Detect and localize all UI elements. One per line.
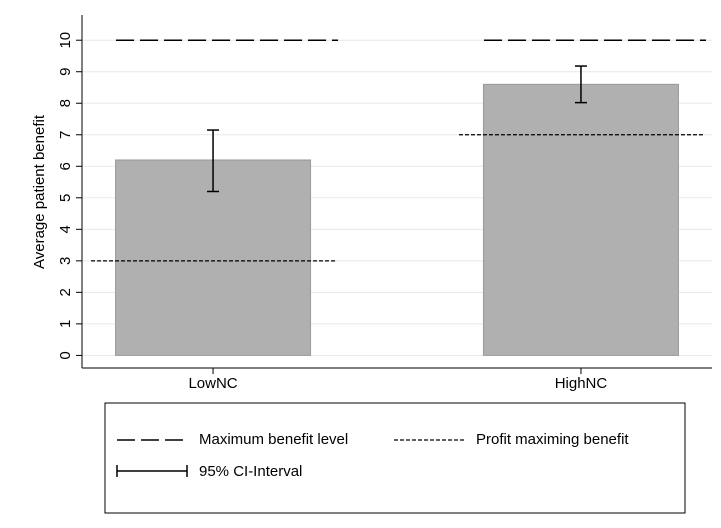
- y-tick-label: 7: [57, 131, 74, 139]
- legend-box: [104, 402, 686, 514]
- y-tick-label: 8: [57, 99, 74, 107]
- y-tick-label: 4: [57, 225, 74, 233]
- bar: [115, 159, 312, 356]
- x-tick-label: LowNC: [188, 375, 237, 392]
- y-tick-label: 1: [57, 320, 74, 328]
- y-tick-label: 3: [57, 257, 74, 265]
- x-tick-label: HighNC: [555, 375, 608, 392]
- y-axis-label: Average patient benefit: [31, 114, 48, 269]
- legend-label: 95% CI-Interval: [199, 463, 302, 480]
- y-tick-label: 5: [57, 194, 74, 202]
- y-tick-label: 2: [57, 288, 74, 296]
- legend-label: Maximum benefit level: [199, 431, 348, 448]
- bar: [482, 83, 679, 356]
- y-tick-label: 9: [57, 68, 74, 76]
- y-tick-label: 0: [57, 351, 74, 359]
- legend-label: Profit maximing benefit: [476, 431, 629, 448]
- y-tick-label: 10: [57, 32, 74, 49]
- y-tick-label: 6: [57, 162, 74, 170]
